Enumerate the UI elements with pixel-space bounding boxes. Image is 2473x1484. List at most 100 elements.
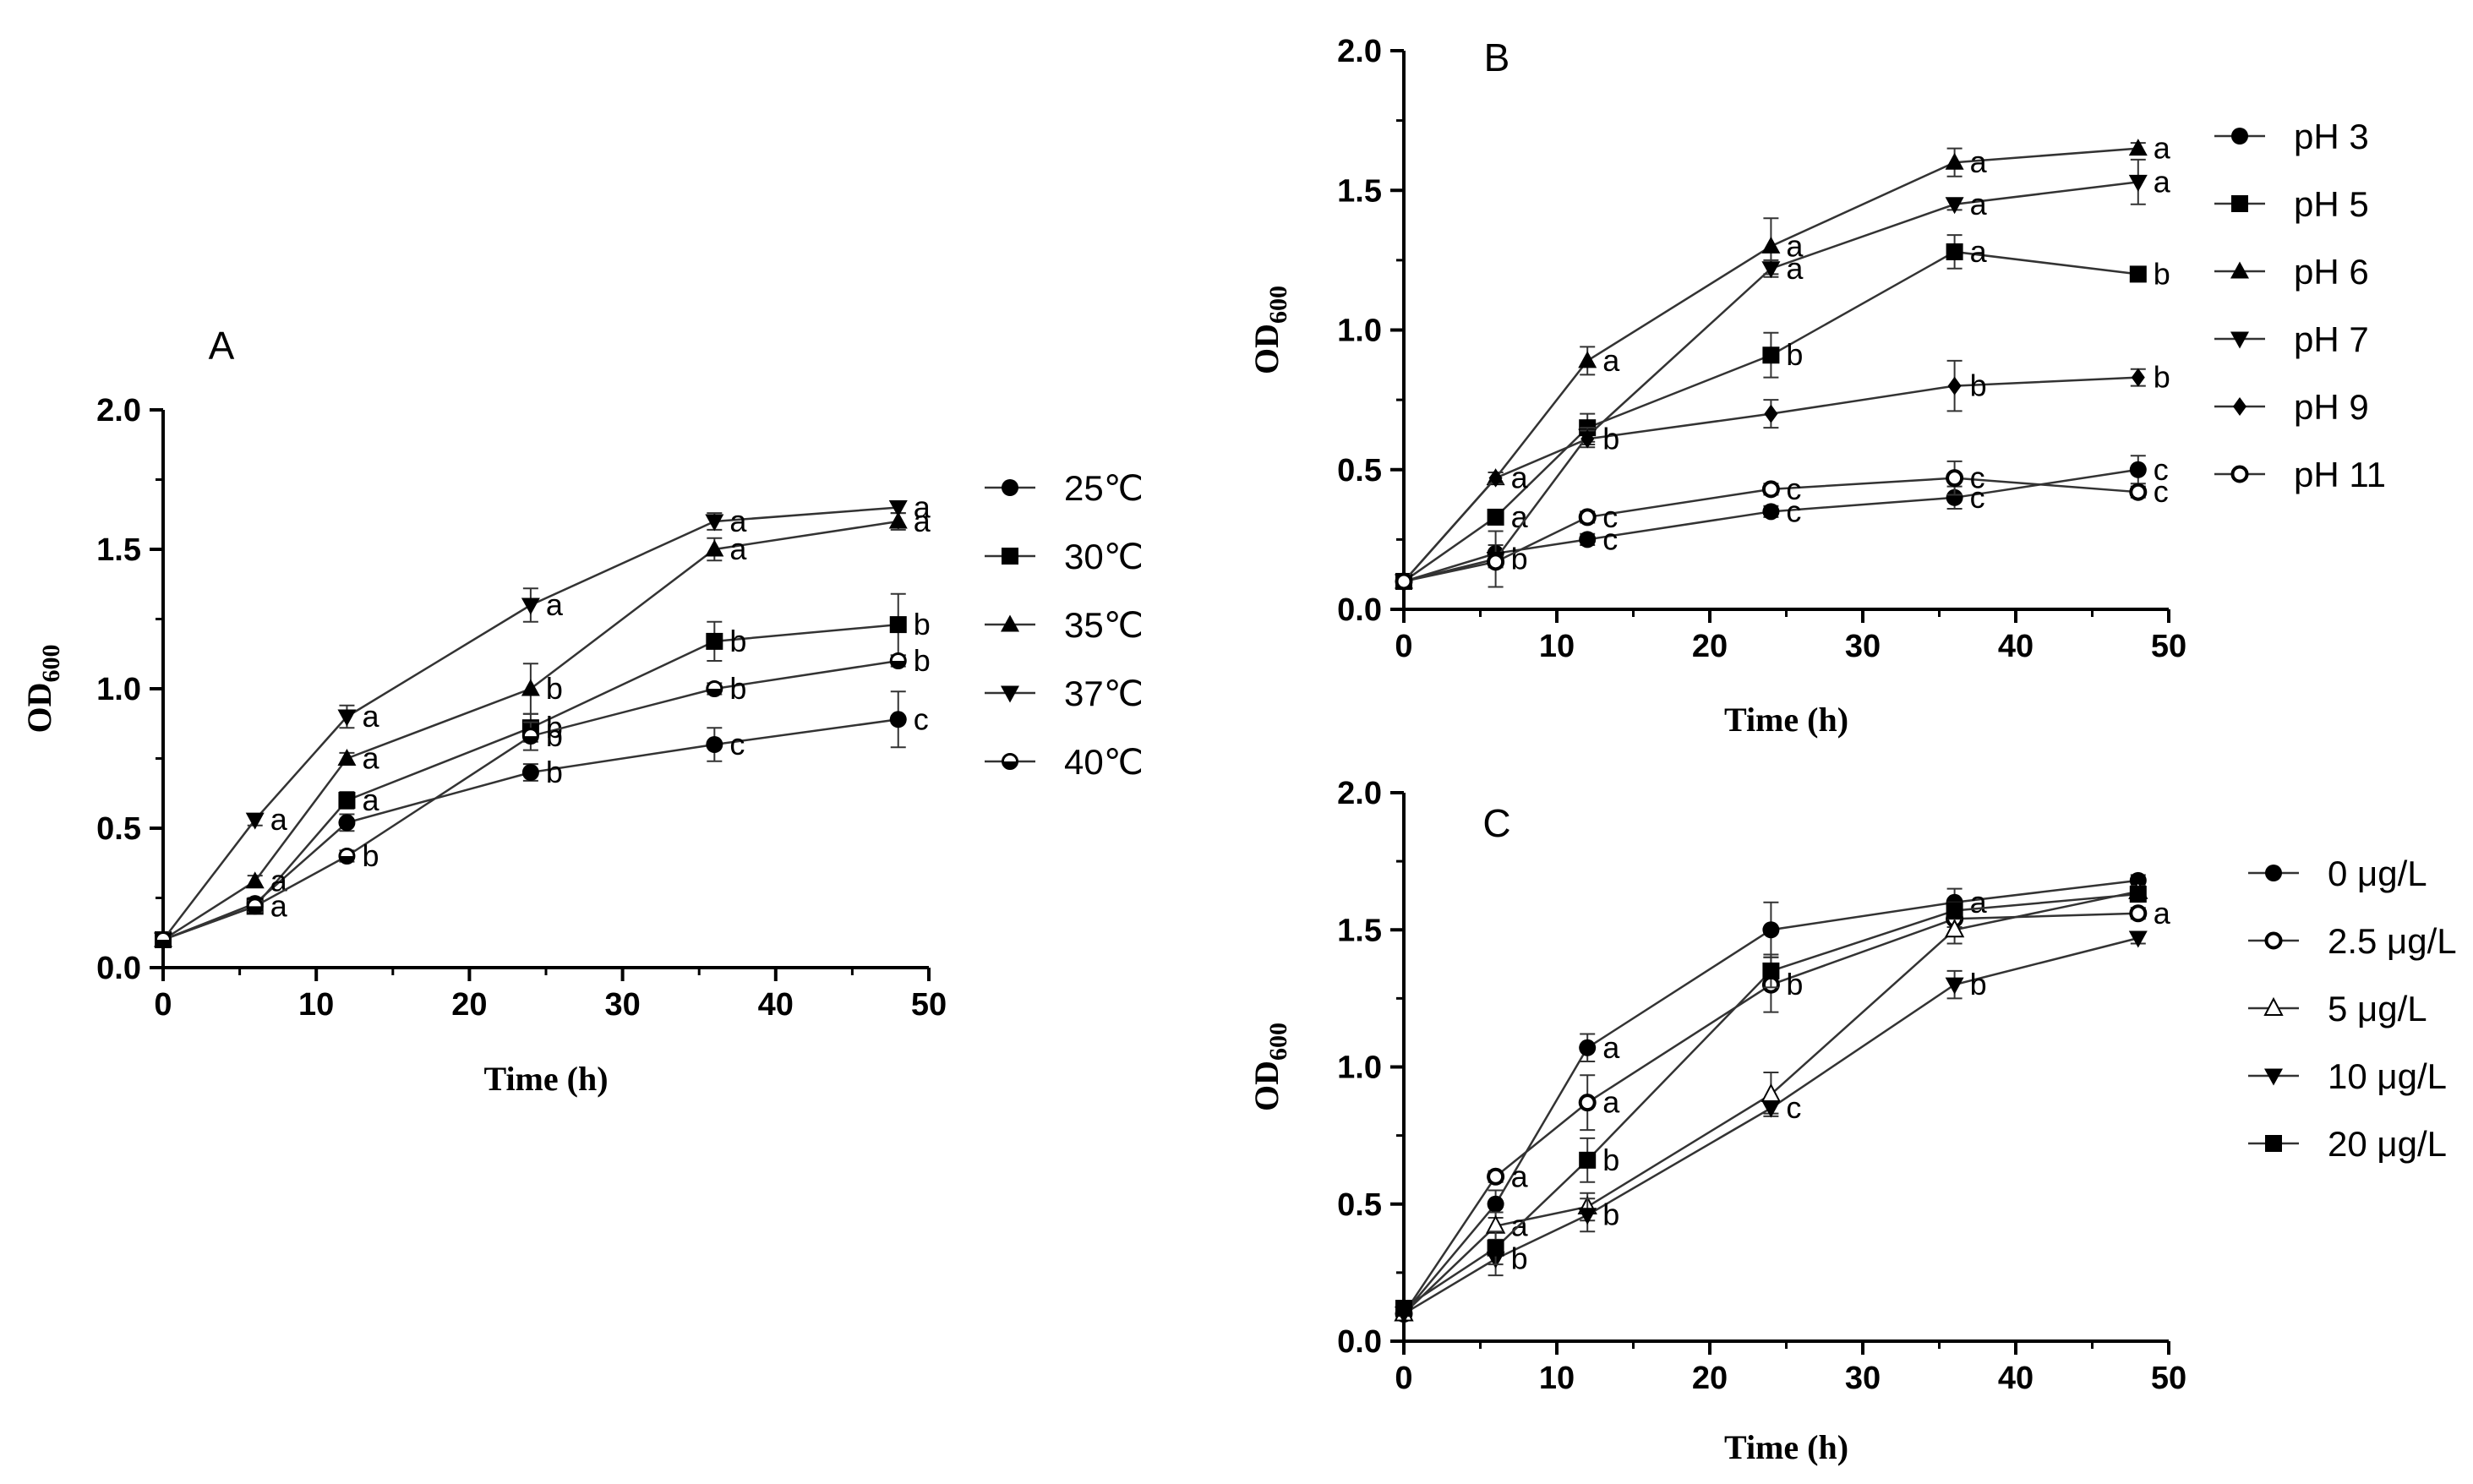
x-axis-title-c: Time (h) xyxy=(1724,1428,1848,1466)
series-b-5: cc c c xyxy=(1395,461,2169,591)
y-axis-title-main-a: OD xyxy=(20,683,58,734)
data-point-c-3-3 xyxy=(1761,1100,1781,1118)
data-point-c-1-5 xyxy=(2129,904,2148,923)
data-point-c-0-3 xyxy=(1762,921,1780,939)
panel-letter-c: C xyxy=(1482,801,1510,845)
data-point-c-1-2 xyxy=(1578,1094,1597,1112)
y-tick-label-b-2: 1.0 xyxy=(1337,314,1382,349)
significance-label-a-4-4: b xyxy=(729,671,746,706)
data-point-a-3-4 xyxy=(705,514,724,532)
chart-panel-c: C 0 10 20 30 40 50 0.0 0.5 1.0 1.5 2.0 Time (h) OD600… xyxy=(1247,776,2457,1466)
data-point-a-1-2 xyxy=(338,792,356,809)
x-tick-label-c-1: 10 xyxy=(1539,1361,1575,1396)
data-point-b-1-5 xyxy=(2129,265,2147,283)
y-tick-label-c-0: 0.0 xyxy=(1337,1324,1382,1360)
x-tick-label-b-5: 50 xyxy=(2151,629,2186,664)
legend-marker-c-1 xyxy=(2264,931,2283,950)
legend-c: 0 μg/L 2.5 μg/L 5 μg/L 10 μg/L 20 μg/L xyxy=(2248,854,2457,1164)
significance-label-b-2-3: a xyxy=(1786,228,1804,263)
chart-panel-b: B 0 10 20 30 40 50 0.0 0.5 1.0 1.5 2.0 Time (h) OD600… xyxy=(1247,34,2386,739)
series-line-b-4 xyxy=(1403,376,2138,582)
data-point-a-4-5-fill xyxy=(891,661,906,668)
legend-label-a-3: 37℃ xyxy=(1064,674,1144,713)
x-tick-label-a-1: 10 xyxy=(298,987,334,1023)
significance-label-b-2-2: a xyxy=(1602,343,1620,378)
significance-label-c-3-2: b xyxy=(1602,1198,1619,1232)
y-tick-label-a-2: 1.0 xyxy=(96,672,141,707)
y-axis-title-b: OD600 xyxy=(1247,286,1292,374)
data-point-c-4-2 xyxy=(1579,1151,1597,1169)
data-point-c-2-4 xyxy=(1944,919,1965,938)
data-point-b-0-4 xyxy=(1946,488,1963,506)
legend-label-c-3: 10 μg/L xyxy=(2328,1056,2447,1096)
data-point-a-2-1 xyxy=(245,871,265,889)
panel-letter-a: A xyxy=(209,324,235,368)
legend-marker-a-1 xyxy=(1002,548,1018,565)
data-point-a-0-5 xyxy=(889,711,907,728)
data-point-b-3-5 xyxy=(2128,174,2148,192)
data-point-b-4-4 xyxy=(1947,376,1962,396)
data-point-a-4-0-fill xyxy=(156,940,171,947)
series-line-b-3 xyxy=(1403,181,2138,583)
data-point-a-4-2-fill xyxy=(339,856,354,864)
data-point-b-4-1 xyxy=(1488,468,1503,488)
data-point-a-4-5 xyxy=(889,652,907,669)
significance-label-a-1-1: a xyxy=(270,888,288,923)
data-point-c-3-4 xyxy=(1945,977,1964,995)
y-tick-label-b-0: 0.0 xyxy=(1337,592,1382,628)
data-point-a-2-2 xyxy=(337,749,357,766)
legend-marker-c-4 xyxy=(2265,1135,2282,1152)
data-point-b-3-4 xyxy=(1945,197,1964,215)
data-point-a-2-5 xyxy=(888,511,908,529)
data-point-a-4-3 xyxy=(521,728,539,745)
series-line-c-1 xyxy=(1402,912,2138,1315)
panel-letter-b: B xyxy=(1484,35,1510,79)
y-axis-title-main-c: OD xyxy=(1247,1061,1286,1111)
y-tick-label-a-4: 2.0 xyxy=(96,393,141,428)
y-tick-label-c-3: 1.5 xyxy=(1337,913,1382,948)
legend-label-b-0: pH 3 xyxy=(2294,117,2369,156)
significance-label-b-3-5: a xyxy=(2154,164,2171,199)
significance-label-c-1-2: a xyxy=(1602,1085,1620,1120)
y-tick-label-b-3: 1.5 xyxy=(1337,173,1382,209)
significance-label-b-4-5: b xyxy=(2154,360,2170,395)
data-point-c-4-4 xyxy=(1946,902,1963,919)
significance-label-b-3-4: a xyxy=(1970,187,1988,221)
x-tick-label-c-0: 0 xyxy=(1395,1361,1412,1396)
significance-label-a-3-3: a xyxy=(546,587,564,622)
data-point-b-4-3 xyxy=(1764,404,1778,423)
data-point-b-0-3 xyxy=(1762,503,1780,521)
series-line-c-0 xyxy=(1403,879,2138,1315)
significance-label-a-1-3: b xyxy=(546,710,563,745)
data-point-b-4-5 xyxy=(2131,368,2145,387)
data-point-c-4-3 xyxy=(1762,962,1780,979)
y-tick-label-c-1: 0.5 xyxy=(1337,1187,1382,1223)
x-axis-title-b: Time (h) xyxy=(1724,701,1848,739)
y-axis-title-sub-a: 600 xyxy=(37,645,65,683)
significance-label-a-3-5: a xyxy=(914,490,931,525)
chart-panel-a: A 0 10 20 30 40 50 0.0 0.5 1.0 1.5 2.0 Time (h) OD600… xyxy=(20,324,1144,1098)
series-line-c-4 xyxy=(1403,892,2138,1310)
legend-label-c-4: 20 μg/L xyxy=(2328,1124,2447,1164)
series-line-b-5 xyxy=(1403,477,2138,583)
significance-label-a-0-5: c xyxy=(914,701,929,736)
data-point-a-1-5 xyxy=(889,616,907,634)
data-point-a-2-4 xyxy=(705,539,724,557)
data-point-a-1-4 xyxy=(706,632,723,650)
data-point-b-2-4 xyxy=(1945,152,1964,170)
significance-label-a-4-3: b xyxy=(546,718,563,753)
x-tick-label-a-0: 0 xyxy=(154,987,172,1023)
data-point-c-2-3 xyxy=(1761,1083,1782,1102)
legend-marker-a-3 xyxy=(1001,685,1019,703)
significance-label-b-3-3: a xyxy=(1786,251,1804,286)
data-point-b-1-1 xyxy=(1487,508,1504,526)
legend-label-b-2: pH 6 xyxy=(2294,252,2369,292)
significance-label-b-5-2: c xyxy=(1602,499,1618,534)
data-point-a-3-2 xyxy=(337,709,357,727)
data-point-c-3-2 xyxy=(1578,1208,1597,1225)
data-point-a-4-0 xyxy=(155,931,172,948)
